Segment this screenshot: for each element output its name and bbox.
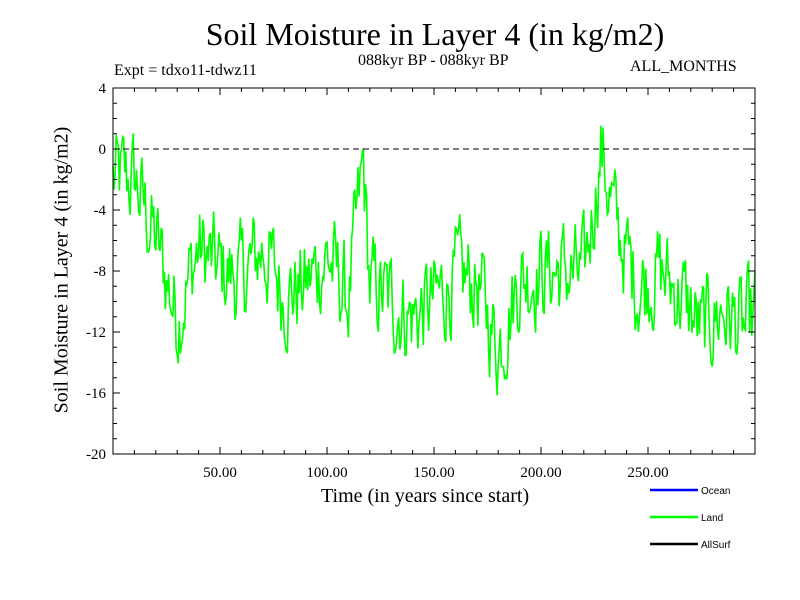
y-tick-label: 4 <box>99 81 107 97</box>
x-tick-label: 250.00 <box>627 465 668 481</box>
y-tick-label: 0 <box>99 142 107 158</box>
y-tick-label: -16 <box>86 386 106 402</box>
y-axis-label: Soil Moisture in Layer 4 (in kg/m2) <box>50 126 73 414</box>
legend-label-allsurf: AllSurf <box>701 540 731 551</box>
legend: Ocean Land AllSurf <box>650 486 731 551</box>
x-tick-label: 50.00 <box>203 465 237 481</box>
ticks-layer: 4 0 -4 -8 -12 -16 -20 50.00 100.00 150.00 200.00 25… <box>86 81 755 481</box>
x-axis-label: Time (in years since start) <box>321 485 530 507</box>
y-tick-label: -4 <box>94 203 107 219</box>
months-label: ALL_MONTHS <box>630 58 737 75</box>
x-tick-label: 100.00 <box>306 465 347 481</box>
y-tick-label: -8 <box>94 264 107 280</box>
plot-frame <box>112 87 756 455</box>
x-tick-label: 150.00 <box>413 465 454 481</box>
y-tick-label: -12 <box>86 325 106 341</box>
legend-label-land: Land <box>701 513 723 524</box>
chart-title: Soil Moisture in Layer 4 (in kg/m2) <box>205 16 665 52</box>
series-line-land <box>112 125 756 396</box>
period-label: 088kyr BP - 088kyr BP <box>358 52 509 69</box>
legend-label-ocean: Ocean <box>701 486 730 497</box>
series-layer <box>112 125 756 396</box>
x-tick-label: 200.00 <box>520 465 561 481</box>
y-tick-label: -20 <box>86 447 106 463</box>
experiment-label: Expt = tdxo11-tdwz11 <box>114 62 257 79</box>
